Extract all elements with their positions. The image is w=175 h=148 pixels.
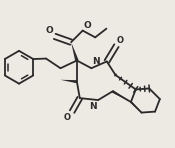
Text: O: O — [46, 26, 53, 35]
Polygon shape — [71, 42, 79, 61]
Text: O: O — [84, 21, 91, 30]
Text: O: O — [117, 36, 124, 45]
Text: O: O — [64, 113, 71, 122]
Text: N: N — [90, 102, 97, 111]
Polygon shape — [112, 90, 131, 102]
Polygon shape — [61, 80, 77, 83]
Text: N: N — [92, 57, 100, 66]
Polygon shape — [130, 101, 142, 113]
